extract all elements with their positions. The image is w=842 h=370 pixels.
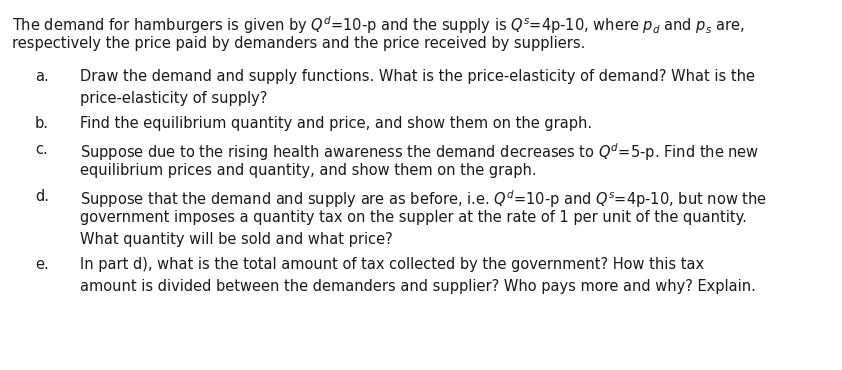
Text: equilibrium prices and quantity, and show them on the graph.: equilibrium prices and quantity, and sho… xyxy=(80,163,536,178)
Text: c.: c. xyxy=(35,142,48,157)
Text: The demand for hamburgers is given by $Q^d$=10-p and the supply is $Q^s$=4p-10, : The demand for hamburgers is given by $Q… xyxy=(12,14,744,36)
Text: What quantity will be sold and what price?: What quantity will be sold and what pric… xyxy=(80,232,392,247)
Text: Draw the demand and supply functions. What is the price-elasticity of demand? Wh: Draw the demand and supply functions. Wh… xyxy=(80,69,755,84)
Text: e.: e. xyxy=(35,257,49,272)
Text: b.: b. xyxy=(35,116,49,131)
Text: Find the equilibrium quantity and price, and show them on the graph.: Find the equilibrium quantity and price,… xyxy=(80,116,592,131)
Text: a.: a. xyxy=(35,69,49,84)
Text: respectively the price paid by demanders and the price received by suppliers.: respectively the price paid by demanders… xyxy=(12,36,585,51)
Text: d.: d. xyxy=(35,189,49,204)
Text: government imposes a quantity tax on the suppler at the rate of 1 per unit of th: government imposes a quantity tax on the… xyxy=(80,210,747,225)
Text: Suppose that the demand and supply are as before, i.e. $Q^d$=10-p and $Q^s$=4p-1: Suppose that the demand and supply are a… xyxy=(80,189,767,211)
Text: amount is divided between the demanders and supplier? Who pays more and why? Exp: amount is divided between the demanders … xyxy=(80,279,756,294)
Text: In part d), what is the total amount of tax collected by the government? How thi: In part d), what is the total amount of … xyxy=(80,257,704,272)
Text: Suppose due to the rising health awareness the demand decreases to $Q^d$=5-p. Fi: Suppose due to the rising health awarene… xyxy=(80,142,759,163)
Text: price-elasticity of supply?: price-elasticity of supply? xyxy=(80,91,268,105)
